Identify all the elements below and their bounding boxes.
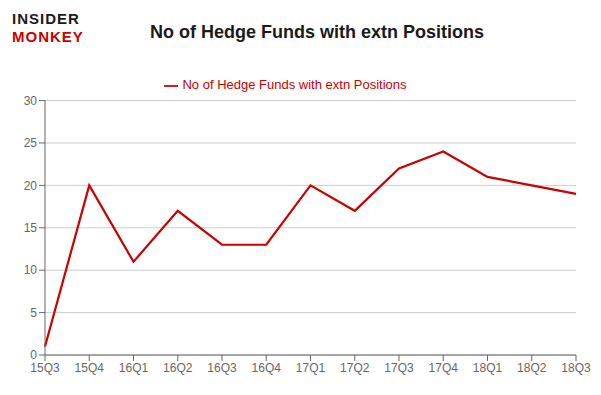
html-text:MONKEY: MONKEY (12, 28, 84, 45)
svg-text:18Q1: 18Q1 (473, 361, 503, 375)
html-text:No of Hedge Funds with extn Po: No of Hedge Funds with extn Positions (150, 22, 484, 42)
svg-text:17Q1: 17Q1 (296, 361, 326, 375)
svg-text:15Q3: 15Q3 (30, 361, 60, 375)
svg-text:10: 10 (24, 263, 38, 277)
svg-text:20: 20 (24, 179, 38, 193)
svg-text:5: 5 (30, 306, 37, 320)
svg-text:18Q2: 18Q2 (517, 361, 547, 375)
svg-text:16Q2: 16Q2 (163, 361, 193, 375)
svg-text:25: 25 (24, 136, 38, 150)
svg-text:0: 0 (30, 348, 37, 362)
svg-text:15: 15 (24, 221, 38, 235)
svg-text:17Q3: 17Q3 (384, 361, 414, 375)
svg-text:18Q3: 18Q3 (561, 361, 591, 375)
svg-text:16Q4: 16Q4 (252, 361, 282, 375)
svg-text:30: 30 (24, 94, 38, 108)
svg-text:16Q3: 16Q3 (207, 361, 237, 375)
svg-text:15Q4: 15Q4 (75, 361, 105, 375)
svg-text:17Q4: 17Q4 (429, 361, 459, 375)
svg-text:17Q2: 17Q2 (340, 361, 370, 375)
svg-text:16Q1: 16Q1 (119, 361, 149, 375)
html-text:INSIDER: INSIDER (12, 10, 80, 27)
html-text:No of Hedge Funds with extn Po: No of Hedge Funds with extn Positions (182, 77, 407, 92)
